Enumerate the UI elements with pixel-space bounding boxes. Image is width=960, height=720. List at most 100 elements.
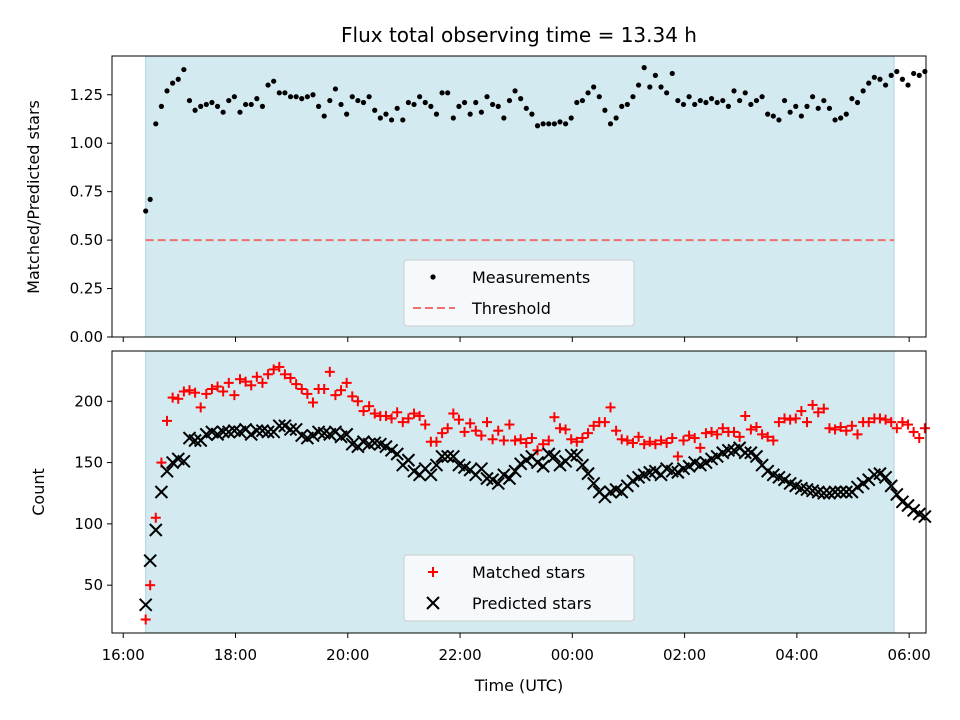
matched-star-marker (616, 434, 627, 445)
matched-star-marker (465, 418, 476, 429)
measurement-point (669, 70, 675, 77)
predicted-star-marker (435, 449, 449, 464)
measurement-point (832, 117, 838, 123)
matched-star-marker (330, 390, 341, 401)
legend-predicted-label: Predicted stars (472, 594, 592, 613)
matched-star-marker (291, 379, 302, 390)
matched-star-marker (448, 408, 459, 419)
matched-star-marker (347, 391, 358, 402)
measurement-point (203, 101, 209, 108)
matched-star-marker (830, 424, 841, 435)
measurement-point (198, 103, 204, 109)
matched-star-marker (403, 413, 414, 424)
matched-star-marker (880, 414, 891, 425)
measurement-point (753, 97, 760, 104)
top-x-ticks (122, 337, 910, 342)
matched-star-marker (324, 366, 335, 377)
measurement-point (877, 76, 883, 82)
measurement-point (568, 115, 574, 121)
measurement-point (377, 115, 383, 121)
predicted-star-marker (547, 449, 562, 464)
matched-star-marker (145, 580, 156, 591)
measurement-point (843, 111, 849, 117)
matched-star-marker (420, 419, 431, 430)
matched-star-marker (223, 377, 234, 388)
predicted-star-marker (918, 509, 932, 524)
matched-star-marker (611, 425, 622, 436)
matched-star-marker (397, 417, 408, 428)
measurement-point (899, 76, 906, 82)
measurement-point (315, 103, 322, 109)
predicted-star-marker (474, 461, 489, 476)
x-tick-label: 22:00 (438, 646, 481, 664)
measurement-point (686, 94, 692, 100)
predicted-star-marker (272, 419, 286, 433)
matched-star-marker (583, 428, 594, 439)
predicted-star-marker (828, 485, 842, 499)
matched-star-marker (358, 406, 369, 417)
matched-star-marker (717, 423, 728, 434)
matched-star-marker (493, 425, 504, 436)
top-plot-frame (111, 55, 927, 338)
measurement-point (585, 90, 591, 96)
measurement-point (742, 90, 748, 96)
measurement-point (327, 97, 333, 104)
matched-star-marker (167, 392, 178, 403)
matched-star-marker (190, 387, 201, 398)
measurement-point (355, 97, 361, 104)
measurement-point (490, 101, 496, 108)
predicted-star-marker (878, 470, 893, 484)
matched-star-marker (886, 417, 897, 428)
measurement-point (652, 72, 659, 78)
measurement-point (372, 107, 378, 113)
matched-star-marker (919, 423, 930, 434)
matched-star-marker (914, 433, 925, 444)
x-tick-label: 02:00 (663, 646, 706, 664)
measurement-point (405, 99, 412, 106)
matched-star-marker (790, 413, 801, 424)
measurement-point (400, 117, 406, 123)
matched-star-marker (369, 408, 380, 419)
measurement-point (602, 107, 608, 113)
measurement-point (461, 99, 468, 106)
measurement-point (338, 101, 344, 108)
matched-star-marker (706, 426, 717, 437)
matched-star-marker (504, 419, 515, 430)
measurement-point (641, 65, 647, 71)
measurement-point (534, 123, 541, 129)
matched-star-marker (380, 410, 391, 421)
measurement-point (911, 70, 917, 77)
matched-star-marker (549, 412, 560, 423)
measurement-point (467, 111, 473, 117)
y-tick-label: 0.25 (70, 280, 103, 298)
matched-star-marker (779, 413, 790, 424)
matched-star-marker (285, 372, 296, 383)
measurement-point (635, 82, 642, 88)
predicted-star-marker (575, 458, 590, 472)
matched-star-marker (229, 390, 240, 401)
top-legend-box (403, 259, 635, 327)
measurement-point (428, 103, 434, 109)
matched-star-marker (515, 434, 526, 445)
measurement-point (383, 111, 389, 117)
matched-star-marker (695, 442, 706, 453)
matched-star-marker (409, 408, 420, 419)
measurement-point (714, 99, 720, 106)
matched-star-marker (818, 403, 829, 414)
matched-star-marker (908, 426, 919, 437)
measurement-point (181, 66, 187, 73)
bottom-y-axis-label: Count (29, 468, 48, 516)
measurement-point (815, 105, 821, 111)
x-tick-label: 18:00 (214, 646, 257, 664)
measurement-point (630, 94, 636, 100)
measurement-point (759, 94, 765, 100)
predicted-star-marker (446, 449, 461, 464)
matched-star-marker (178, 386, 189, 397)
matched-star-marker (274, 361, 285, 372)
matched-star-marker (903, 419, 914, 430)
y-tick-label: 0.00 (70, 328, 103, 346)
matched-star-marker (874, 413, 885, 424)
measurement-point (248, 101, 254, 108)
measurement-point (888, 72, 894, 78)
measurement-point (143, 208, 149, 214)
